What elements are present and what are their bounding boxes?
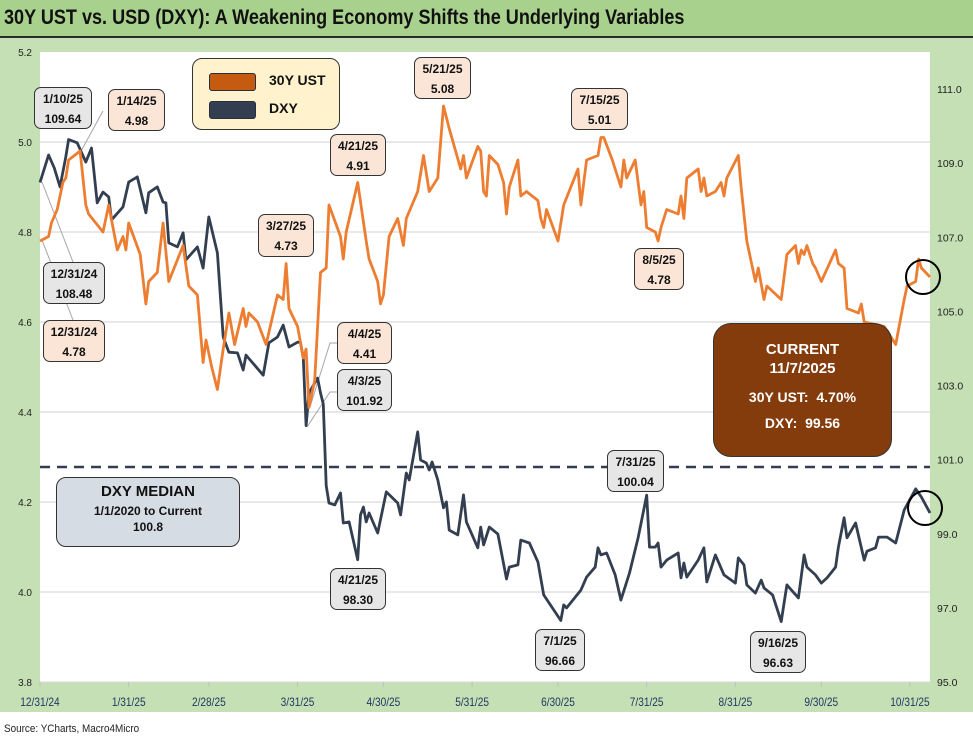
current-date: 11/7/2025: [769, 360, 836, 377]
callout-value: 96.66: [544, 654, 576, 668]
right-axis-tick-label: 99.0: [937, 529, 958, 541]
callout-date: 7/15/25: [579, 93, 620, 107]
callout-value: 4.91: [346, 159, 370, 173]
callout-ust-0327: 3/27/25 4.73: [258, 214, 314, 257]
right-axis-tick-label: 107.0: [937, 232, 963, 244]
x-axis-tick-label: 12/31/24: [20, 696, 59, 709]
callout-value: 4.41: [352, 347, 377, 361]
callout-date: 1/10/25: [42, 92, 84, 106]
x-axis-tick-label: 10/31/25: [890, 696, 929, 709]
callout-value: 4.98: [124, 114, 149, 128]
left-axis-tick-label: 4.8: [18, 228, 32, 239]
callout-ust-low: 4/4/25 4.41: [337, 322, 392, 364]
callout-date: 1/14/25: [116, 94, 157, 108]
legend-label-dxy: DXY: [269, 100, 298, 116]
leader-line: [306, 391, 337, 428]
callout-ust-high: 5/21/25 5.08: [414, 57, 471, 99]
callout-dxy-start: 12/31/24 108.48: [43, 262, 105, 304]
left-axis-tick-label: 4.0: [18, 588, 32, 599]
right-axis-tick-label: 101.0: [937, 455, 963, 467]
current-values-box: CURRENT 11/7/2025 30Y UST: 4.70% DXY: 99…: [713, 323, 892, 457]
callout-dxy-0701: 7/1/25 96.66: [535, 629, 585, 671]
callout-date: 7/1/25: [543, 634, 577, 648]
dxy-series-line: [38, 138, 932, 623]
leader-line: [79, 110, 104, 154]
leader-line: [309, 342, 337, 408]
callout-value: 109.64: [44, 112, 82, 126]
ust-series-line: [39, 104, 932, 409]
x-axis-tick-label: 4/30/25: [367, 696, 401, 709]
legend-swatch-dxy: [209, 101, 256, 119]
right-axis-tick-label: 109.0: [937, 158, 963, 170]
current-heading: CURRENT: [765, 341, 840, 358]
callout-dxy-high: 1/10/25 109.64: [34, 87, 92, 129]
right-axis-tick-label: 97.0: [937, 603, 958, 615]
callout-ust-0805: 8/5/25 4.78: [634, 248, 684, 290]
left-axis-tick-label: 5.2: [18, 48, 32, 59]
callout-date: 5/21/25: [422, 62, 463, 76]
callout-value: 4.78: [62, 345, 86, 359]
dxy-current-circle: [907, 490, 943, 526]
median-range: 1/1/2020 to Current: [93, 504, 203, 518]
legend: 30Y UST DXY: [192, 58, 340, 130]
current-dxy: DXY: 99.56: [764, 415, 841, 431]
callout-value: 5.08: [430, 82, 455, 96]
callout-date: 12/31/24: [50, 325, 98, 339]
current-ust: 30Y UST: 4.70%: [748, 389, 857, 405]
right-axis-tick-label: 95.0: [937, 677, 958, 689]
left-axis-tick-label: 3.8: [18, 678, 32, 689]
source-note: Source: YCharts, Macro4Micro: [4, 723, 140, 735]
callout-ust-0421: 4/21/25 4.91: [330, 134, 386, 176]
callout-date: 4/21/25: [337, 139, 379, 153]
chart-title: 30Y UST vs. USD (DXY): A Weakening Econo…: [4, 6, 685, 29]
callout-value: 5.01: [587, 113, 612, 127]
x-axis-tick-label: 7/31/25: [630, 696, 664, 709]
callout-date: 7/31/25: [615, 455, 656, 469]
right-axis-tick-label: 103.0: [937, 381, 963, 393]
median-title: DXY MEDIAN: [101, 483, 195, 500]
callout-date: 4/21/25: [337, 573, 379, 587]
callout-value: 108.48: [55, 287, 93, 301]
callout-dxy-low: 9/16/25 96.63: [750, 631, 806, 673]
callout-value: 4.78: [647, 273, 671, 287]
median-value: 100.8: [132, 520, 164, 534]
callout-dxy-0421: 4/21/25 98.30: [330, 568, 386, 610]
ust-current-circle: [905, 259, 941, 295]
left-axis-tick-label: 5.0: [18, 138, 32, 149]
callout-date: 12/31/24: [50, 267, 98, 281]
callout-date: 4/3/25: [347, 374, 382, 388]
callout-dxy-0731: 7/31/25 100.04: [607, 450, 664, 492]
x-axis-tick-label: 6/30/25: [541, 696, 575, 709]
left-axis-tick-label: 4.4: [18, 408, 32, 419]
legend-swatch-ust: [209, 73, 256, 91]
callout-value: 101.92: [346, 394, 383, 408]
callout-value: 96.63: [762, 656, 794, 670]
x-axis-tick-label: 2/28/25: [192, 696, 226, 709]
callout-date: 3/27/25: [265, 219, 307, 233]
callout-value: 100.04: [617, 475, 654, 489]
callout-ust-start: 12/31/24 4.78: [43, 320, 105, 362]
x-axis-tick-label: 3/31/25: [281, 696, 315, 709]
callout-value: 4.73: [274, 239, 298, 253]
title-bar: 30Y UST vs. USD (DXY): A Weakening Econo…: [0, 0, 973, 38]
callout-ust-0114: 1/14/25 4.98: [108, 89, 165, 131]
right-axis-tick-label: 105.0: [937, 306, 963, 318]
callout-date: 8/5/25: [642, 253, 676, 267]
x-axis-tick-label: 9/30/25: [804, 696, 838, 709]
right-axis-tick-label: 111.0: [937, 84, 962, 96]
left-axis-tick-label: 4.6: [18, 318, 32, 329]
callout-date: 4/4/25: [347, 327, 382, 341]
left-axis-tick-label: 4.2: [18, 498, 32, 509]
x-axis-tick-label: 8/31/25: [719, 696, 753, 709]
leader-line: [41, 181, 74, 263]
legend-label-ust: 30Y UST: [269, 72, 326, 88]
callout-value: 98.30: [342, 593, 374, 607]
callout-ust-0715: 7/15/25 5.01: [571, 88, 628, 130]
dxy-median-box: DXY MEDIAN 1/1/2020 to Current 100.8: [56, 477, 240, 547]
callout-dxy-0403: 4/3/25 101.92: [337, 369, 392, 411]
x-axis-tick-label: 5/31/25: [455, 696, 489, 709]
callout-date: 9/16/25: [757, 636, 799, 650]
x-axis-tick-label: 1/31/25: [112, 696, 146, 709]
